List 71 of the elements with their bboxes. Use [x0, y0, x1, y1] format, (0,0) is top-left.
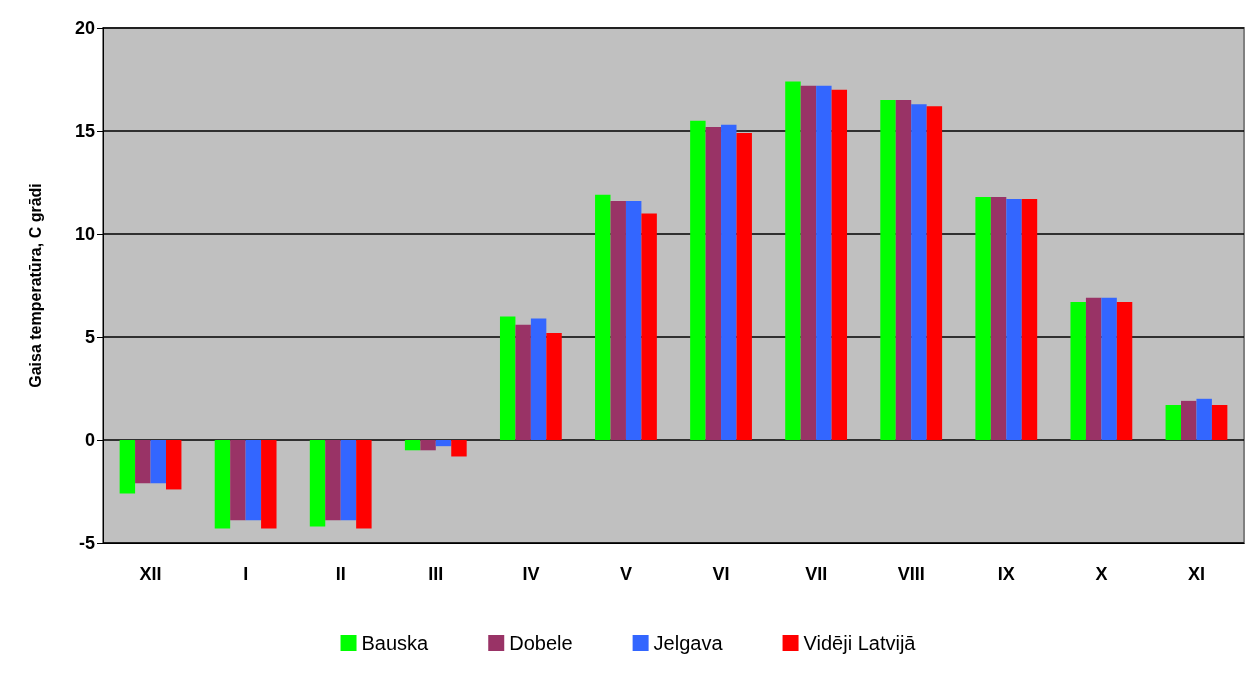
- bar: [499, 316, 516, 440]
- x-tick-label: VII: [805, 564, 828, 584]
- x-tick-label: I: [243, 564, 249, 584]
- x-tick-label: X: [1095, 564, 1108, 584]
- legend-label: Jelgava: [653, 632, 724, 654]
- bar: [420, 440, 436, 451]
- bar: [340, 440, 357, 521]
- bar: [230, 440, 246, 521]
- bar: [641, 213, 657, 440]
- bar: [721, 124, 737, 440]
- bar: [625, 201, 642, 440]
- x-tick-label: IV: [522, 564, 540, 584]
- bar: [1181, 400, 1197, 440]
- bar: [1021, 198, 1038, 440]
- bar: [165, 440, 182, 490]
- bar: [816, 85, 832, 440]
- bar: [119, 440, 136, 494]
- bar: [975, 196, 991, 440]
- bar: [325, 440, 341, 521]
- y-tick-label: 20: [74, 18, 95, 38]
- bar: [1070, 301, 1086, 440]
- y-tick-label: 5: [84, 327, 95, 347]
- bar: [530, 318, 547, 440]
- bar: [245, 440, 262, 521]
- bar: [261, 440, 277, 529]
- bar: [515, 324, 531, 440]
- bar: [785, 81, 801, 440]
- bar: [546, 332, 562, 440]
- bar: [831, 89, 848, 440]
- bar: [404, 440, 421, 451]
- y-tick-label: 0: [84, 430, 95, 450]
- bar: [1006, 198, 1022, 440]
- bar: [926, 106, 943, 440]
- bar: [1165, 404, 1182, 440]
- bar: [435, 440, 452, 447]
- bar: [1101, 297, 1117, 440]
- bar: [690, 120, 706, 440]
- x-tick-label: III: [428, 564, 444, 584]
- bar: [800, 85, 817, 440]
- bar: [309, 440, 326, 527]
- y-tick-label: -5: [78, 533, 95, 553]
- bar: [990, 196, 1007, 440]
- bar: [135, 440, 151, 484]
- bar: [214, 440, 231, 529]
- x-tick-label: VIII: [897, 564, 925, 584]
- x-tick-label: VI: [712, 564, 730, 584]
- bar: [705, 126, 722, 440]
- x-tick-label: V: [619, 564, 632, 584]
- bar: [1116, 301, 1133, 440]
- bar: [1211, 404, 1228, 440]
- bar: [150, 440, 166, 484]
- bar: [610, 201, 626, 440]
- bar: [880, 100, 896, 440]
- bar: [1085, 297, 1102, 440]
- bar: [736, 133, 752, 440]
- x-tick-label: IX: [997, 564, 1015, 584]
- bar: [895, 100, 912, 440]
- x-tick-label: XI: [1187, 564, 1205, 584]
- bar: [911, 104, 927, 440]
- bar: [356, 440, 372, 529]
- y-axis-title: Gaisa temperatūra, C grādi: [26, 183, 44, 388]
- legend-label: Bauska: [361, 632, 430, 654]
- bar: [1196, 398, 1212, 440]
- x-tick-label: II: [335, 564, 346, 584]
- x-tick-label: XII: [139, 564, 162, 584]
- y-tick-label: 10: [74, 224, 95, 244]
- bar: [451, 440, 467, 457]
- bar: [595, 194, 611, 440]
- legend-label: Vidēji Latvijā: [803, 632, 917, 654]
- y-tick-label: 15: [74, 121, 95, 141]
- legend-label: Dobele: [509, 632, 573, 654]
